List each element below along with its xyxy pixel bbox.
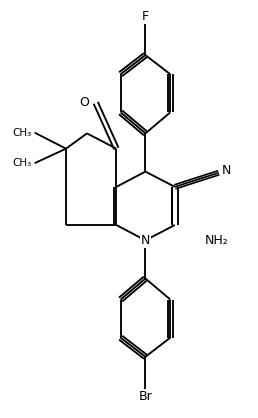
Text: CH₃: CH₃ xyxy=(12,158,32,168)
Text: O: O xyxy=(79,96,89,109)
Text: CH₃: CH₃ xyxy=(12,127,32,138)
Text: F: F xyxy=(142,10,149,23)
Text: N: N xyxy=(222,164,231,177)
Text: NH₂: NH₂ xyxy=(205,234,228,247)
Text: N: N xyxy=(141,234,150,247)
Text: Br: Br xyxy=(139,390,152,403)
